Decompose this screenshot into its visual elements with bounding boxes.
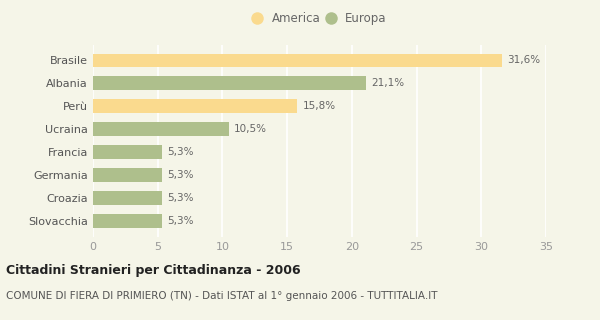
- Text: 21,1%: 21,1%: [371, 78, 404, 88]
- Bar: [93, 168, 161, 182]
- Bar: [93, 123, 229, 136]
- Text: COMUNE DI FIERA DI PRIMIERO (TN) - Dati ISTAT al 1° gennaio 2006 - TUTTITALIA.IT: COMUNE DI FIERA DI PRIMIERO (TN) - Dati …: [6, 291, 437, 301]
- Text: Cittadini Stranieri per Cittadinanza - 2006: Cittadini Stranieri per Cittadinanza - 2…: [6, 264, 301, 277]
- Text: 5,3%: 5,3%: [167, 170, 193, 180]
- Bar: [93, 145, 161, 159]
- Text: 5,3%: 5,3%: [167, 193, 193, 203]
- Bar: [93, 191, 161, 205]
- Bar: [93, 214, 161, 228]
- Bar: [93, 53, 502, 67]
- Text: 31,6%: 31,6%: [507, 55, 540, 65]
- Text: 10,5%: 10,5%: [234, 124, 267, 134]
- Legend: America, Europa: America, Europa: [253, 12, 386, 25]
- Text: 15,8%: 15,8%: [302, 101, 336, 111]
- Bar: [93, 76, 366, 90]
- Bar: [93, 100, 298, 113]
- Text: 5,3%: 5,3%: [167, 147, 193, 157]
- Text: 5,3%: 5,3%: [167, 216, 193, 226]
